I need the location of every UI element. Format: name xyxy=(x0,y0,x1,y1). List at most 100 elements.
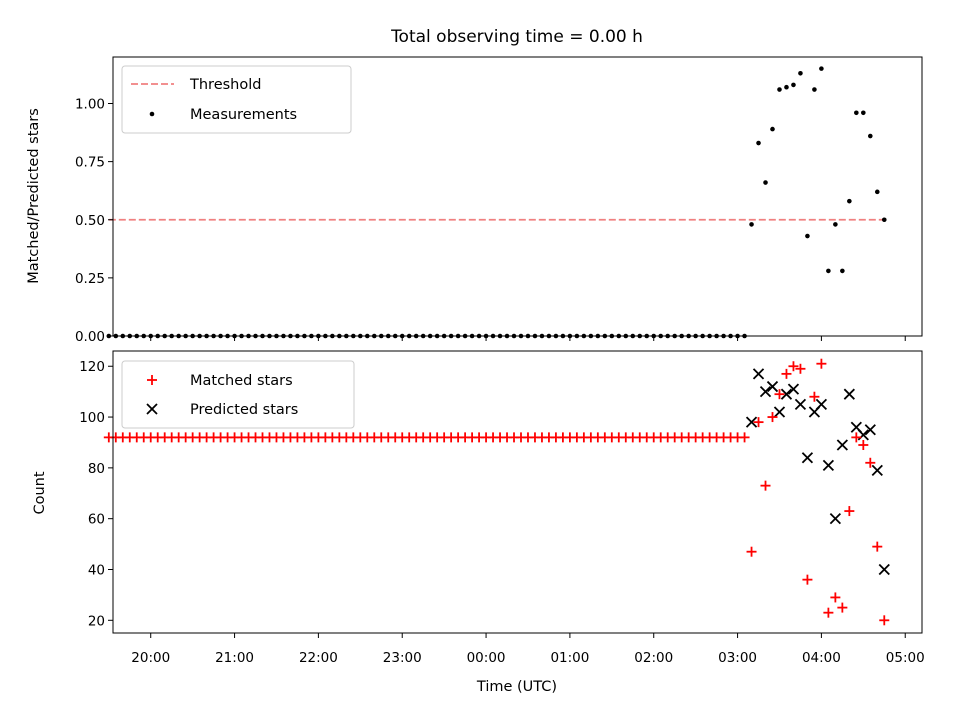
x-tick-label: 20:00 xyxy=(131,650,170,666)
measurement-point xyxy=(798,70,803,76)
measurement-point xyxy=(763,180,768,185)
figure-title: Total observing time = 0.00 h xyxy=(390,27,643,47)
top-y-axis-label: Matched/Predicted stars xyxy=(26,108,42,284)
matched-stars-point xyxy=(830,592,841,603)
measurement-point xyxy=(777,87,782,92)
predicted-stars-point xyxy=(780,388,793,400)
bottom-y-axis: 20 40 60 80 100 120 xyxy=(79,359,113,629)
bottom-plot-marks xyxy=(103,358,890,626)
top-legend-box xyxy=(121,65,352,134)
matched-legend-label: Matched stars xyxy=(190,373,293,389)
matched-stars-point xyxy=(760,480,771,491)
x-tick-label: 00:00 xyxy=(467,650,506,666)
top-y-tick-label: 1.00 xyxy=(75,97,105,113)
x-tick-label: 23:00 xyxy=(383,650,422,666)
bottom-panel: 20 40 60 80 100 120 20:00 21:00 22:00 23:00 00:00… xyxy=(32,350,925,695)
measurement-point xyxy=(756,140,761,146)
predicted-stars-point xyxy=(829,513,842,525)
matched-stars-point xyxy=(809,391,820,402)
matched-stars-point xyxy=(872,541,883,552)
predicted-legend-marker xyxy=(146,403,158,415)
measurement-point xyxy=(881,217,887,223)
matched-legend-marker xyxy=(147,375,157,385)
matched-stars-point xyxy=(774,389,785,400)
bottom-plot-frame xyxy=(112,350,923,634)
bottom-y-tick-label: 40 xyxy=(88,562,105,578)
threshold-legend-label: Threshold xyxy=(189,77,261,93)
measurement-point xyxy=(770,126,775,132)
bottom-y-tick-label: 120 xyxy=(79,359,105,375)
bottom-y-tick-label: 100 xyxy=(79,410,105,426)
top-y-tick-label: 0.00 xyxy=(75,329,105,345)
top-y-tick-label: 0.25 xyxy=(75,271,105,287)
measurement-point xyxy=(805,233,810,239)
predicted-stars-point xyxy=(822,459,835,471)
predicted-stars-point xyxy=(794,398,807,410)
top-y-tick-label: 0.75 xyxy=(75,155,105,171)
matched-stars-point xyxy=(739,432,750,443)
matched-stars-point xyxy=(858,440,869,450)
measurement-point xyxy=(847,198,852,204)
bottom-y-tick-label: 80 xyxy=(88,461,105,477)
bottom-y-tick-label: 20 xyxy=(88,613,105,629)
predicted-stars-point xyxy=(836,439,848,451)
predicted-stars-point xyxy=(857,429,869,441)
matched-stars-point xyxy=(767,412,778,423)
predicted-stars-point xyxy=(871,464,883,477)
top-panel: 0.00 0.25 0.50 0.75 1.00 Matched/Predicted s… xyxy=(26,56,923,345)
x-tick-label: 21:00 xyxy=(215,650,254,666)
bottom-legend: Matched stars Predicted stars xyxy=(121,360,355,429)
matched-stars-point xyxy=(746,546,757,557)
measurement-point xyxy=(791,82,796,88)
x-tick-label: 03:00 xyxy=(718,650,757,666)
bottom-y-axis-label: Count xyxy=(32,471,48,514)
x-tick-label: 02:00 xyxy=(634,650,673,666)
measurements-legend-label: Measurements xyxy=(190,107,297,123)
measurement-point xyxy=(812,87,817,92)
matched-stars-point xyxy=(753,417,764,428)
predicted-stars-point xyxy=(752,368,765,380)
x-tick-label: 04:00 xyxy=(802,650,841,666)
bottom-legend-box xyxy=(121,360,355,429)
matched-stars-point xyxy=(795,363,806,374)
matched-stars-point xyxy=(788,361,799,372)
x-tick-label: 05:00 xyxy=(886,650,925,666)
top-y-tick-label: 0.50 xyxy=(75,213,105,229)
measurements-legend-marker xyxy=(149,111,155,117)
measurement-point xyxy=(826,268,831,274)
measurement-point xyxy=(868,133,873,139)
top-y-axis: 0.00 0.25 0.50 0.75 1.00 xyxy=(75,97,113,345)
matched-stars-point xyxy=(837,602,848,613)
measurement-point xyxy=(854,110,859,116)
x-tick-label: 01:00 xyxy=(550,650,589,666)
measurement-point xyxy=(861,110,866,116)
predicted-stars-point xyxy=(773,406,786,418)
predicted-stars-point xyxy=(864,424,876,436)
predicted-stars-point xyxy=(787,383,800,395)
predicted-legend-label: Predicted stars xyxy=(190,402,298,418)
predicted-stars-point xyxy=(801,452,814,464)
predicted-stars-point xyxy=(815,398,828,410)
top-legend: Threshold Measurements xyxy=(121,65,352,134)
matched-stars-point xyxy=(865,457,876,468)
matched-stars-point xyxy=(879,615,890,626)
measurement-point xyxy=(840,268,845,274)
matched-stars-point xyxy=(781,368,792,379)
bottom-y-tick-label: 60 xyxy=(88,512,105,528)
top-plot-frame xyxy=(112,56,923,337)
measurement-point xyxy=(833,222,838,227)
measurement-point xyxy=(749,222,754,227)
bottom-x-axis: 20:00 21:00 22:00 23:00 00:00 01:00 02:00 03:00… xyxy=(131,633,925,666)
matched-stars-point xyxy=(844,506,855,517)
matched-stars-point xyxy=(823,607,834,618)
top-plot-marks xyxy=(106,66,887,339)
x-axis-label: Time (UTC) xyxy=(476,679,557,695)
predicted-stars-point xyxy=(878,563,890,576)
measurement-point xyxy=(874,189,880,195)
predicted-stars-point xyxy=(766,380,779,393)
predicted-stars-point xyxy=(759,386,772,398)
measurement-point xyxy=(819,66,824,71)
predicted-stars-point xyxy=(745,416,758,428)
x-tick-label: 22:00 xyxy=(299,650,338,666)
